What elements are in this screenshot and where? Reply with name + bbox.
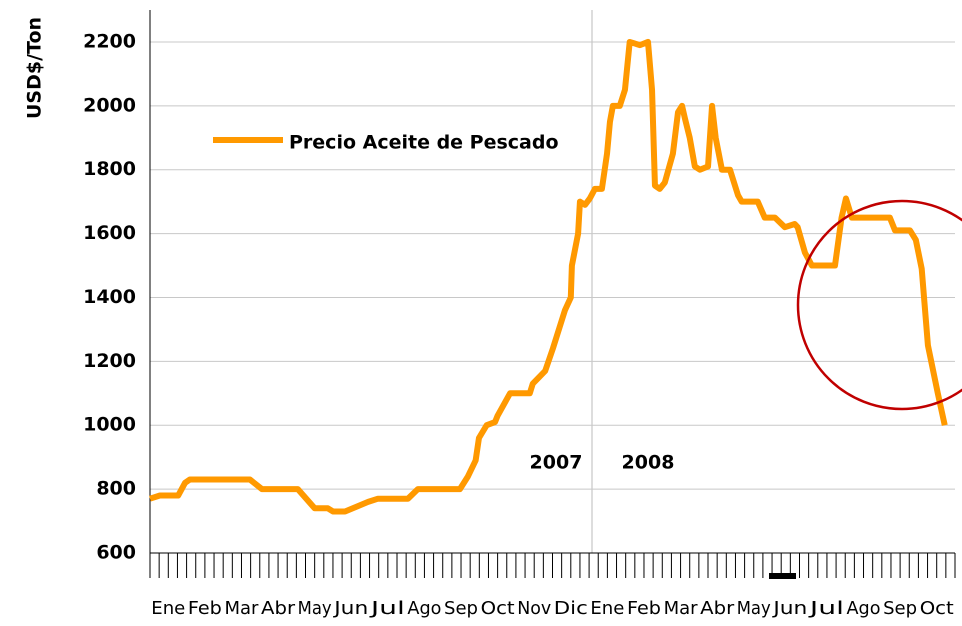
x-tick-label: Jul [369, 598, 405, 619]
x-tick-label: Abr [700, 598, 735, 619]
x-tick-label: Ago [407, 598, 441, 619]
y-tick-label: 1600 [83, 222, 136, 244]
x-tick-label: Mar [664, 598, 699, 619]
x-tick-label: Jun [333, 598, 368, 619]
x-tick-label: Oct [481, 598, 515, 619]
x-tick-label: Ene [590, 598, 624, 619]
x-tick-label: Oct [920, 598, 954, 619]
y-tick-label: 1400 [83, 286, 136, 308]
y-tick-label: 800 [96, 478, 136, 500]
x-tick-label: Feb [627, 598, 661, 619]
x-tick-label: Feb [188, 598, 222, 619]
line-series [149, 38, 948, 515]
x-tick-label: May [298, 598, 332, 619]
y-tick-label: 1200 [83, 350, 136, 372]
y-tick-label: 1000 [83, 414, 136, 436]
y-axis-label: USD$/Ton [24, 17, 46, 119]
x-tick-label: May [737, 598, 771, 619]
x-tick-label: Mar [224, 598, 259, 619]
x-tick-label: Dic [554, 598, 588, 619]
annotation: 2007 [530, 452, 583, 474]
annotation: 2008 [622, 452, 675, 474]
y-tick-label: 2200 [83, 30, 136, 52]
x-tick-label: Ago [847, 598, 881, 619]
x-tick-label: Sep [444, 598, 478, 619]
y-tick-label: 2000 [83, 94, 136, 116]
x-tick-label: Jun [772, 598, 807, 619]
y-tick-label: 600 [96, 542, 136, 564]
x-tick-label: Nov [517, 598, 551, 619]
x-tick-label: Ene [151, 598, 185, 619]
legend-label: Precio Aceite de Pescado [289, 132, 559, 154]
highlight-circle [796, 199, 962, 411]
x-tick-label: Abr [261, 598, 296, 619]
marker [769, 573, 796, 579]
x-tick-label: Jul [808, 598, 844, 619]
x-tick-label: Sep [883, 598, 917, 619]
y-tick-label: 1800 [83, 158, 136, 180]
